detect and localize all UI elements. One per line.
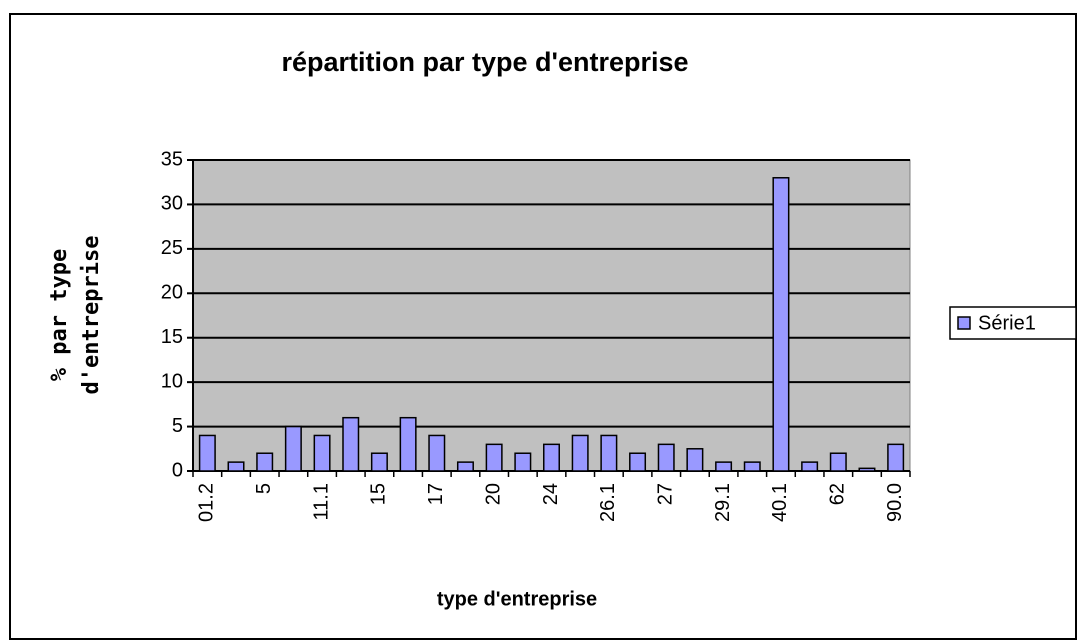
bar (629, 452, 647, 472)
bar (600, 434, 618, 472)
x-tick-label: 24 (540, 483, 562, 505)
bar (485, 443, 503, 472)
x-tick-label: 62 (827, 483, 849, 505)
bar (543, 443, 560, 472)
bar (399, 416, 417, 472)
x-tick-label: 40.1 (769, 483, 791, 522)
x-tick-label: 17 (425, 483, 447, 505)
bar (801, 461, 819, 472)
x-tick-label-group: 27 (655, 483, 677, 505)
y-axis-label-line: d'entreprise (79, 236, 104, 395)
x-tick-label: 20 (482, 483, 504, 505)
chart-title: répartition par type d'entreprise (281, 47, 688, 77)
legend-box (949, 306, 1077, 340)
x-tick-label-group: 26.1 (597, 483, 619, 522)
x-tick-label: 90.0 (884, 483, 906, 522)
bar (256, 452, 274, 472)
y-axis-label: % par type d'entreprise (47, 236, 104, 395)
bar (657, 443, 675, 472)
x-tick-label: 01.2 (196, 483, 218, 522)
bar (313, 434, 331, 472)
bar (829, 452, 847, 472)
bar (772, 177, 790, 472)
x-tick-label: 5 (253, 483, 275, 494)
bar (198, 434, 216, 472)
bar (715, 461, 733, 472)
legend-swatch (957, 316, 971, 330)
x-tick-label-group: 40.1 (769, 483, 791, 522)
y-tick-label: 5 (172, 415, 183, 437)
y-tick-label: 10 (161, 370, 183, 392)
bar (456, 461, 474, 472)
bar (858, 467, 876, 472)
plot-area (192, 159, 911, 472)
x-tick-label-group: 5 (253, 483, 275, 494)
x-tick-label-group: 24 (540, 483, 562, 505)
bar (342, 416, 360, 472)
x-tick-label: 26.1 (597, 483, 619, 522)
y-axis-label-line: % par type (47, 249, 72, 381)
bar (514, 452, 532, 472)
y-tick-label: 30 (161, 193, 183, 215)
bar (686, 448, 704, 472)
x-tick-label-group: 11.1 (310, 483, 332, 520)
bar (571, 434, 589, 472)
y-tick-label: 35 (161, 148, 183, 170)
bar (227, 461, 245, 472)
bar (428, 434, 446, 472)
bar (887, 443, 905, 472)
x-tick-label-group: 90.0 (884, 483, 906, 522)
x-tick-label-group: 17 (425, 483, 447, 505)
x-tick-label: 27 (655, 483, 677, 505)
y-tick-label: 0 (172, 459, 183, 481)
x-tick-label-group: 62 (827, 483, 849, 505)
bar (743, 461, 761, 472)
x-tick-label-group: 20 (482, 483, 504, 505)
legend-label: Série1 (978, 312, 1036, 334)
bar (284, 425, 302, 472)
x-tick-label: 29.1 (712, 483, 734, 522)
y-tick-label: 15 (161, 326, 183, 348)
x-tick-label: 15 (368, 483, 390, 505)
y-tick-label: 20 (161, 282, 183, 304)
x-tick-label: 11.1 (310, 483, 332, 520)
x-tick-label-group: 01.2 (196, 483, 218, 522)
bar (370, 452, 388, 472)
x-tick-label-group: 29.1 (712, 483, 734, 522)
x-tick-label-group: 15 (368, 483, 390, 505)
y-tick-label: 25 (161, 237, 183, 259)
x-axis-label: type d'entreprise (437, 588, 597, 610)
